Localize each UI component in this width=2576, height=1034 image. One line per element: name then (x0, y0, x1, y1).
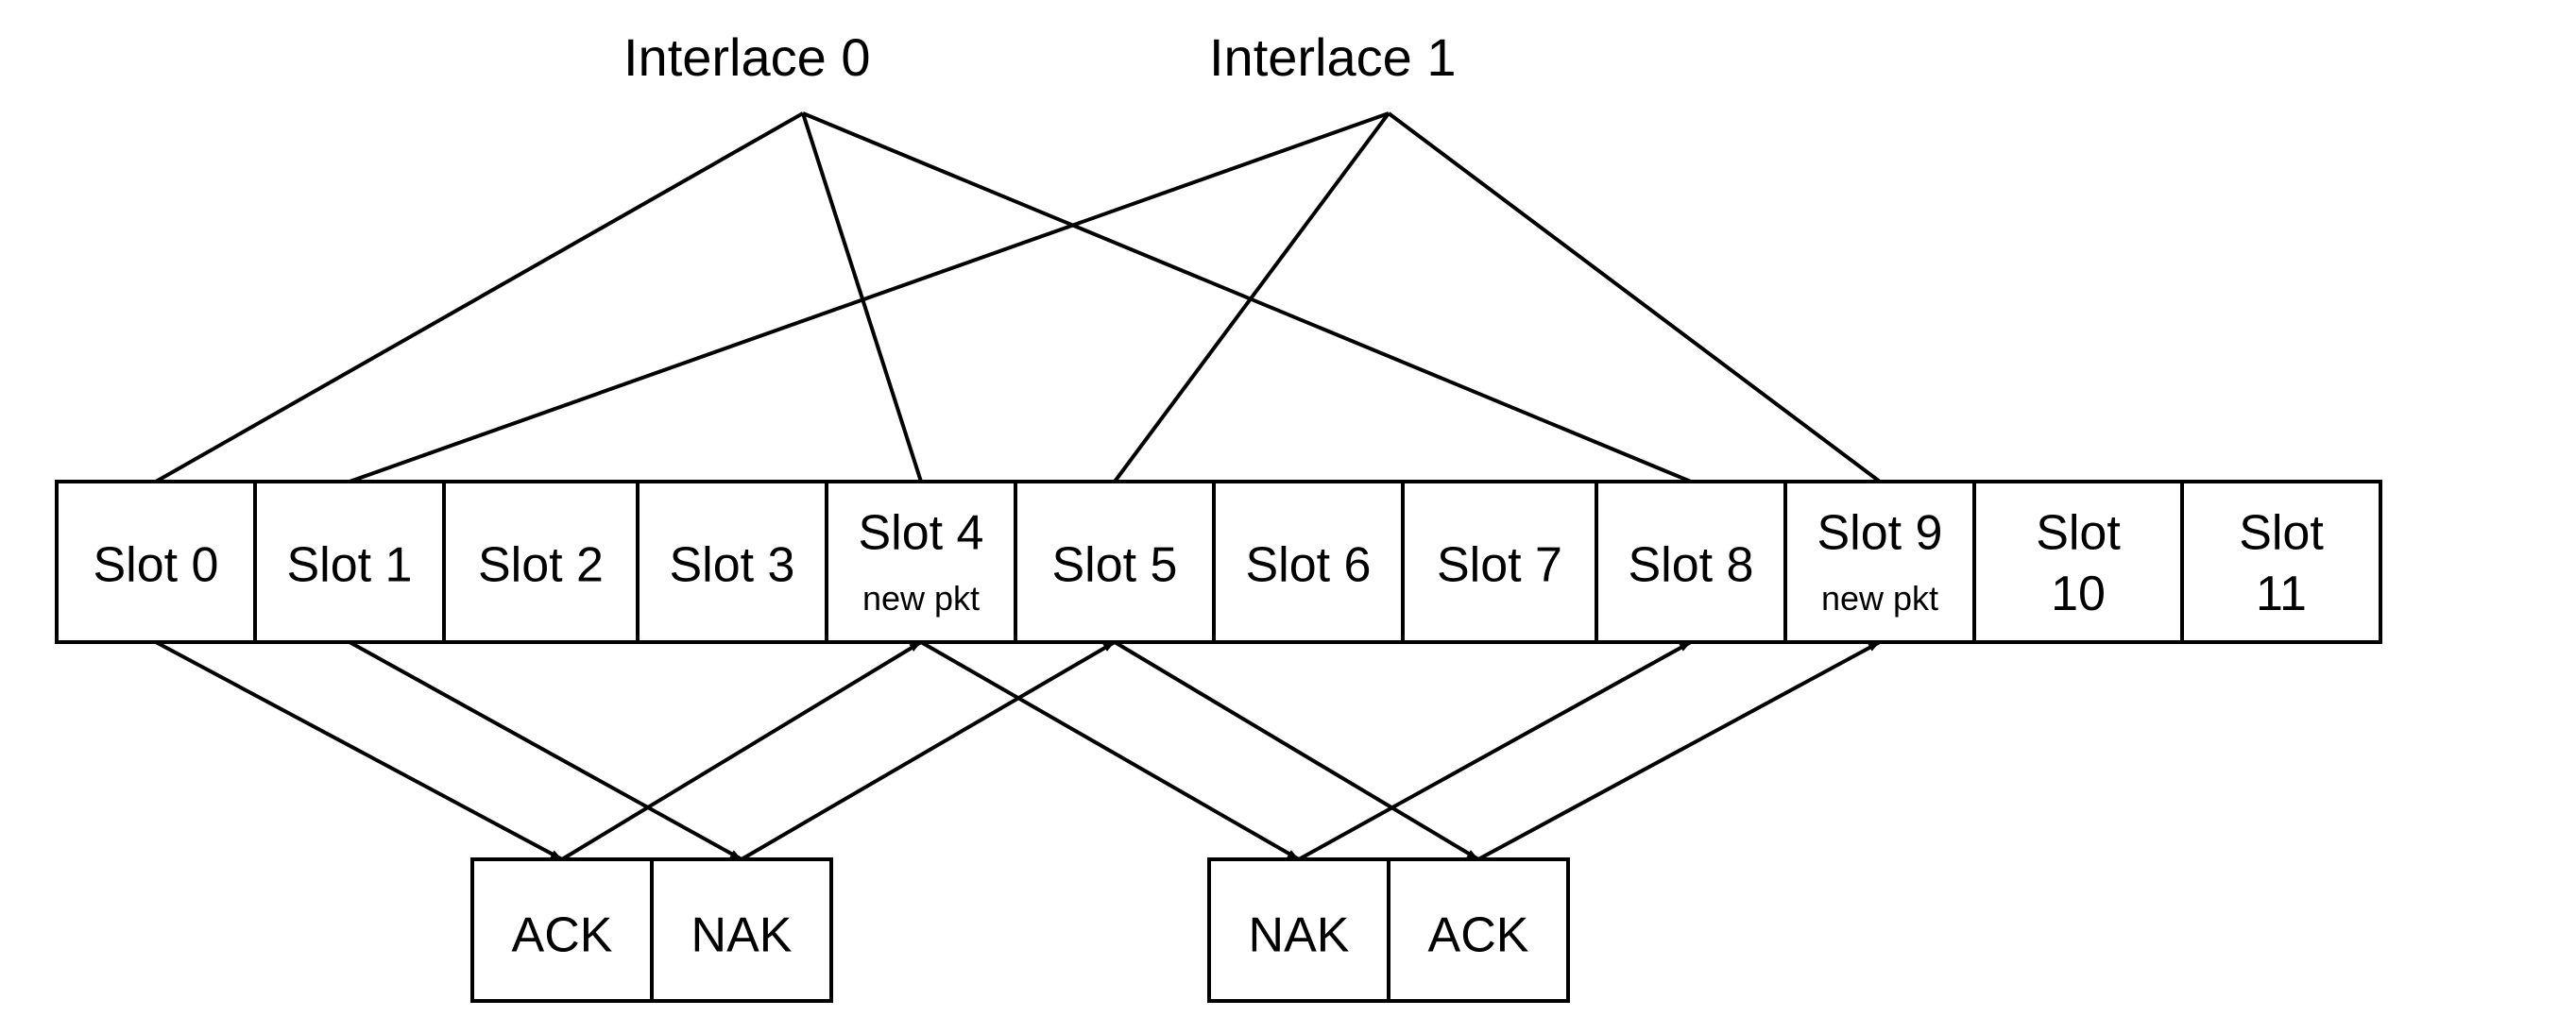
slot-sublabel: new pkt (1821, 579, 1938, 618)
ack-edge (742, 642, 1115, 859)
interlace-edge (803, 113, 921, 482)
interlace-label: Interlace 1 (1209, 27, 1457, 87)
ack-edge (1115, 642, 1478, 859)
slot-label: Slot 4 (859, 505, 984, 560)
slot-label: Slot 7 (1437, 537, 1562, 592)
slot-sublabel: 10 (2051, 567, 2106, 621)
slot-label: Slot 2 (478, 537, 604, 592)
slot-label: Slot 5 (1052, 537, 1178, 592)
ack-label: ACK (512, 908, 613, 963)
slot-label: Slot 8 (1629, 537, 1754, 592)
ack-edge (156, 642, 562, 859)
ack-edge (562, 642, 921, 859)
interlace-edge (1115, 113, 1389, 482)
interlace-edge (350, 113, 1389, 482)
slot-label: Slot (2036, 505, 2121, 560)
interlace-edge (803, 113, 1691, 482)
slot-label: Slot (2239, 505, 2324, 560)
interlace-edge (1389, 113, 1880, 482)
ack-edge (1299, 642, 1691, 859)
interlace-edge (156, 113, 803, 482)
interlace-label: Interlace 0 (623, 27, 871, 87)
ack-label: NAK (1249, 908, 1350, 963)
ack-label: NAK (691, 908, 793, 963)
slot-sublabel: 11 (2256, 567, 2307, 621)
slot-label: Slot 0 (94, 537, 219, 592)
slot-label: Slot 6 (1246, 537, 1372, 592)
ack-edge (1478, 642, 1880, 859)
ack-edge (350, 642, 742, 859)
slot-sublabel: new pkt (862, 579, 980, 618)
slot-label: Slot 9 (1817, 505, 1943, 560)
ack-edge (921, 642, 1299, 859)
diagram-canvas: Interlace 0 Interlace 1 Slot 0 Slot 1 Slot 2… (0, 0, 2576, 1034)
slot-label: Slot 1 (287, 537, 413, 592)
slot-label: Slot 3 (670, 537, 795, 592)
ack-label: ACK (1428, 908, 1529, 963)
